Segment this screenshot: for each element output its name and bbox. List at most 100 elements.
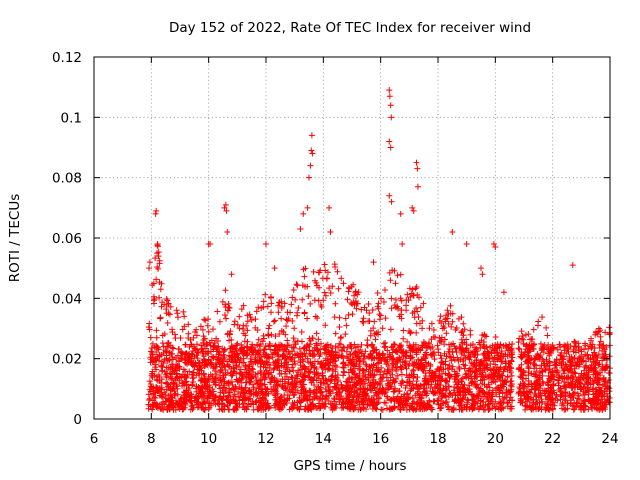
data-point [345,311,352,318]
data-point [409,405,416,412]
data-point [407,294,414,301]
data-point [216,401,223,408]
data-point [585,384,592,391]
data-point [453,345,460,352]
data-point [248,375,255,382]
data-point [396,342,403,349]
data-point [158,358,165,365]
data-point [527,396,534,403]
data-point [411,361,418,368]
data-point [220,348,227,355]
data-point [371,385,378,392]
data-point [582,388,589,395]
data-point [355,394,362,401]
data-point [368,372,375,379]
data-point [342,362,349,369]
data-point [304,342,311,349]
data-point [176,357,183,364]
data-point [452,326,459,333]
data-point [575,340,582,347]
data-point [430,327,437,334]
data-point [534,377,541,384]
data-point [497,399,504,406]
data-point [336,398,343,405]
data-point [574,395,581,402]
data-point [471,401,478,408]
data-point [226,337,233,344]
data-point [399,349,406,356]
data-point [451,398,458,405]
data-point [301,395,308,402]
data-point [412,285,419,292]
data-point [508,357,515,364]
data-point [304,315,311,322]
data-point [520,367,527,374]
data-point [402,352,409,359]
data-point [485,394,492,401]
data-point [494,350,501,356]
data-point [186,385,193,392]
data-point [421,355,428,362]
y-tick-label: 0.02 [52,352,82,368]
data-point [491,347,498,354]
data-point [458,329,465,336]
data-point [575,355,582,362]
data-point [163,348,170,355]
data-point [399,358,406,365]
data-point [340,404,347,411]
data-point [207,342,214,349]
data-point [168,391,175,398]
data-point [305,293,312,300]
data-point [208,390,215,397]
data-point [377,295,384,302]
data-point [561,396,568,403]
data-point [445,394,452,401]
data-point [348,401,355,408]
data-point [190,334,197,341]
data-point [370,401,377,408]
data-point [458,398,465,405]
data-point [469,396,476,403]
data-point [494,343,501,350]
data-point [387,353,394,360]
data-point [541,390,548,397]
data-point [492,370,499,377]
data-point [261,353,268,360]
data-point [193,326,200,333]
data-point [153,327,160,334]
data-point [569,359,576,366]
data-point [518,351,525,358]
data-point [437,313,444,320]
data-point [210,354,217,361]
data-point [502,358,509,365]
data-point [543,324,550,331]
data-point [234,357,241,364]
data-point [594,331,601,338]
data-point [539,314,546,321]
data-point [244,344,251,351]
data-point [357,346,364,353]
data-point [590,385,597,392]
data-point [306,347,313,354]
data-point [313,330,320,337]
data-point [322,396,329,403]
data-point [388,406,395,413]
data-point [243,343,250,350]
data-point [585,374,592,381]
data-point [233,403,240,410]
data-point [265,370,272,377]
data-point [426,397,433,404]
data-point [520,385,527,392]
data-point [471,378,478,385]
data-point [257,341,264,348]
data-point [329,283,336,290]
data-point [177,349,184,356]
data-point [391,396,398,403]
data-point [438,394,445,401]
data-point [393,347,400,354]
data-point [388,305,395,312]
data-point [398,371,405,378]
data-point [360,385,367,392]
data-point [546,359,553,366]
data-point [289,348,296,355]
